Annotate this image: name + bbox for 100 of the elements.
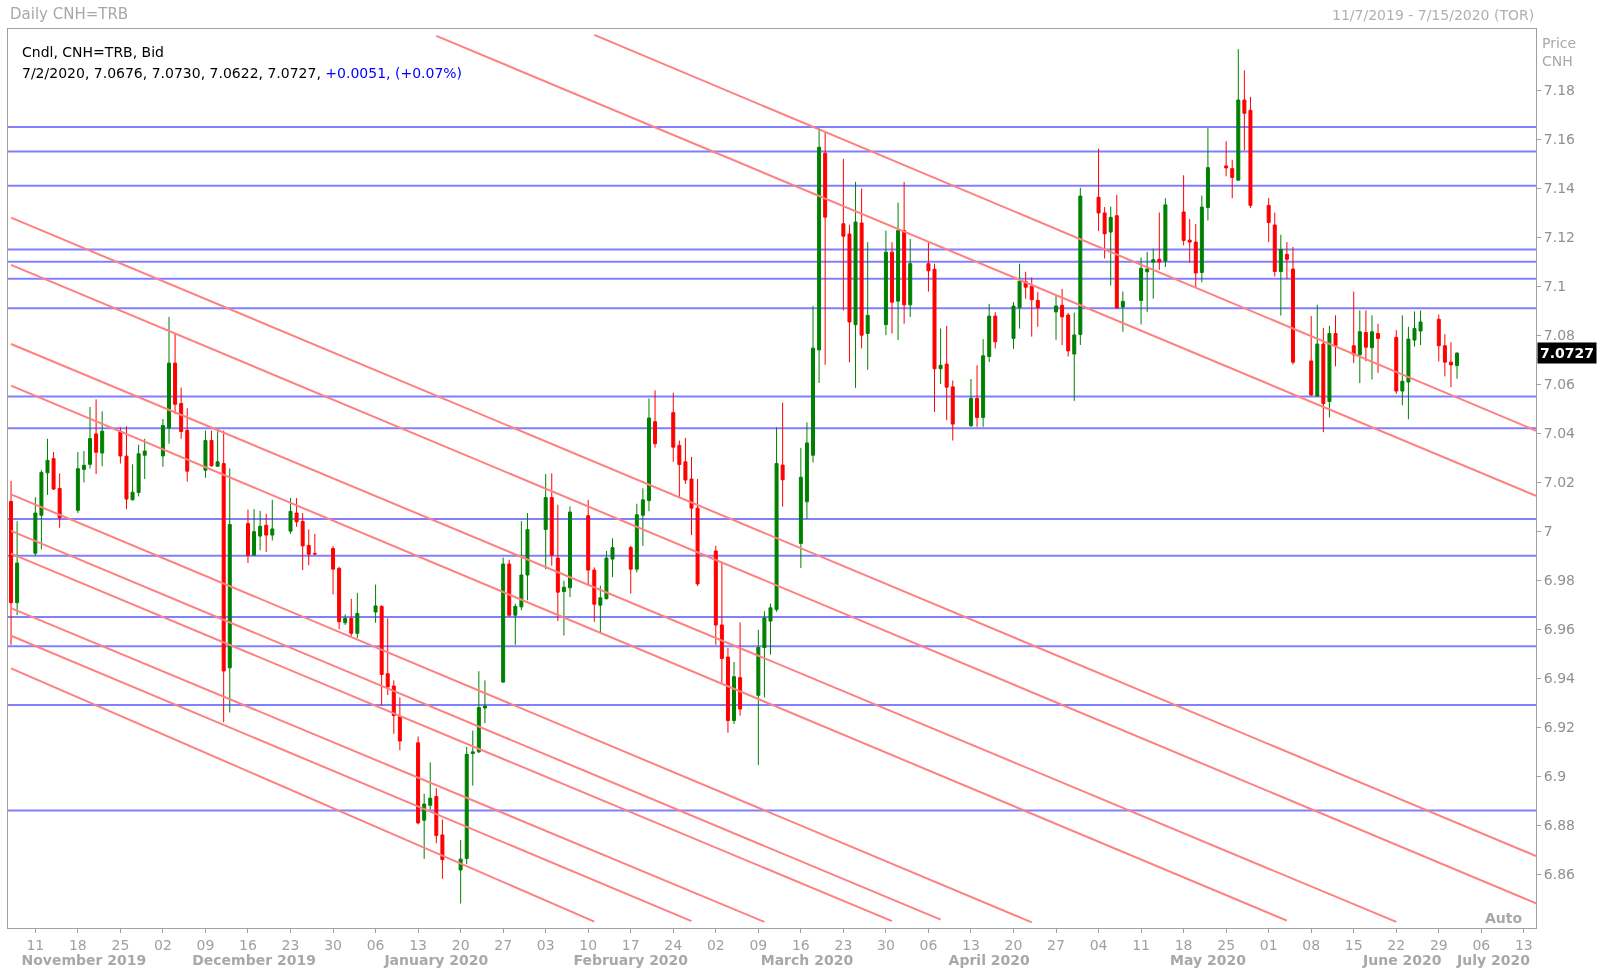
candlestick — [33, 496, 38, 557]
candlestick — [246, 509, 250, 564]
candlestick — [804, 421, 809, 520]
x-tick-label: 11 — [26, 936, 45, 953]
x2-tick-label: November 2019 — [21, 952, 147, 968]
candlestick — [1078, 187, 1083, 346]
x-tick-label: 25 — [1217, 936, 1236, 953]
candlestick — [349, 598, 354, 637]
x2-tick-label: February 2020 — [573, 952, 689, 968]
candlestick — [300, 512, 305, 571]
candlestick — [1035, 291, 1040, 328]
x-tick-label: 13 — [409, 936, 428, 953]
x-tick-label: 06 — [1472, 936, 1491, 953]
candlestick — [100, 410, 105, 467]
candlestick — [81, 450, 86, 483]
candlestick — [987, 303, 992, 363]
candlestick — [476, 670, 481, 754]
candlestick — [179, 387, 184, 440]
candlestick — [549, 472, 554, 567]
candlestick — [1236, 48, 1241, 182]
y-tick-label: 7.02 — [1543, 474, 1575, 491]
candlestick — [470, 730, 475, 787]
chart-subtitle: 11/7/2019 - 7/15/2020 (TOR) — [1332, 7, 1535, 23]
candlestick — [331, 545, 336, 595]
candlestick — [337, 566, 342, 630]
candlestick — [379, 604, 384, 707]
annotation: Cndl, CNH=TRB, Bid — [22, 44, 164, 60]
candlestick — [458, 839, 463, 904]
x2-tick-label: April 2020 — [948, 952, 1031, 968]
candlestick — [1163, 197, 1168, 268]
candlestick — [896, 202, 901, 341]
candlestick — [671, 392, 676, 463]
candlestick — [185, 407, 190, 483]
x-tick-label: 22 — [1387, 936, 1406, 953]
candlestick — [1394, 329, 1399, 395]
candlestick — [823, 131, 828, 366]
x-tick-label: 09 — [196, 936, 215, 953]
x-tick-label: 25 — [111, 936, 130, 953]
candlestick — [167, 316, 171, 445]
x-tick-label: 06 — [366, 936, 385, 953]
x-tick-label: 10 — [579, 936, 598, 953]
candlestick — [482, 679, 487, 724]
y-tick-label: 6.86 — [1543, 866, 1576, 883]
x-tick-label: 15 — [1344, 936, 1363, 953]
text: 7.0727 — [1540, 345, 1595, 361]
candlestick — [865, 241, 870, 371]
candlestick — [1114, 194, 1119, 310]
candlestick — [981, 338, 986, 428]
candlestick — [798, 447, 803, 569]
y-tick-label: 7.1 — [1543, 278, 1567, 295]
candlestick — [416, 735, 421, 825]
candlestick — [586, 499, 591, 587]
candlestick — [270, 499, 275, 541]
candlestick — [1151, 248, 1156, 300]
candlestick — [75, 451, 80, 514]
candlestick — [343, 613, 348, 626]
candlestick — [434, 787, 439, 844]
candlestick — [215, 430, 220, 467]
candlestick — [817, 127, 822, 384]
x-tick-label: 20 — [1004, 936, 1023, 953]
x-tick-label: 23 — [281, 936, 300, 953]
candlestick — [732, 661, 737, 725]
candlestick — [312, 533, 317, 556]
candlestick — [1455, 351, 1460, 380]
candlestick — [1029, 276, 1034, 338]
y-tick-label: 7.16 — [1543, 131, 1576, 148]
candlestick — [94, 398, 99, 475]
x-tick-label: 04 — [1089, 936, 1108, 953]
candlestick — [640, 487, 645, 547]
x-tick-label: 16 — [791, 936, 810, 953]
candlestick — [1139, 257, 1144, 325]
candlestick — [203, 429, 208, 479]
y-tick-label: 7.18 — [1543, 82, 1575, 99]
candlestick — [1060, 288, 1065, 346]
candlestick — [1187, 218, 1192, 263]
x-tick-label: 18 — [68, 936, 87, 953]
x-tick-label: 30 — [324, 936, 342, 953]
candlestick — [1327, 325, 1332, 419]
candlestick — [592, 566, 597, 623]
candlestick — [1448, 341, 1453, 388]
candlestick — [1442, 333, 1447, 377]
x-tick-label: 09 — [749, 936, 768, 953]
candlestick — [1278, 234, 1283, 317]
candlestick — [1315, 304, 1320, 398]
candlestick — [15, 520, 20, 616]
candlestick — [428, 761, 433, 811]
x2-tick-label: June 2020 — [1362, 952, 1442, 968]
candlestick — [1145, 251, 1150, 313]
candlestick — [173, 332, 178, 415]
x2-tick-label: March 2020 — [760, 952, 854, 968]
candlestick — [397, 696, 402, 751]
y-tick-label: 7.04 — [1543, 425, 1576, 442]
candlestick — [568, 505, 572, 598]
candlestick — [1199, 195, 1204, 283]
candlestick — [634, 503, 639, 573]
y-tick-label: 6.92 — [1543, 719, 1575, 736]
candlestick — [88, 406, 93, 469]
annotation: +0.0051, (+0.07%) — [325, 65, 463, 81]
candlestick — [160, 418, 165, 468]
candlestick — [968, 378, 973, 428]
